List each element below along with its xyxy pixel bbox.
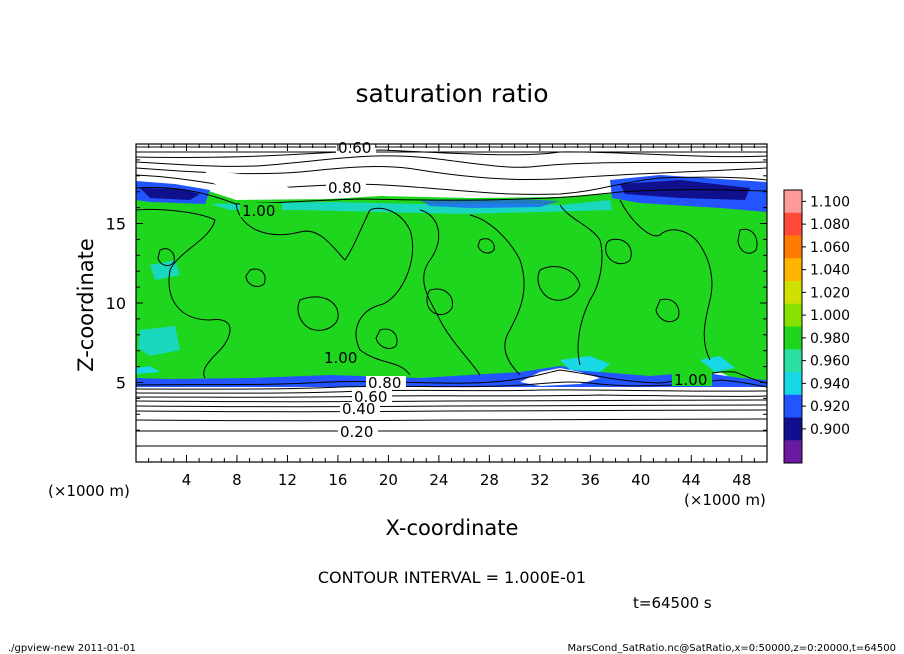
- colorbar-label: 0.940: [810, 376, 850, 392]
- x-axis-label: X-coordinate: [386, 516, 519, 540]
- x-tick-label: 32: [530, 471, 549, 489]
- contour-label: 0.20: [340, 423, 373, 441]
- x-tick-label: 40: [631, 471, 650, 489]
- chart-title: saturation ratio: [355, 79, 548, 108]
- contour-labels: 0.60 0.80 1.00 1.00 1.00 0.80 0.60 0.40 …: [240, 139, 712, 441]
- y-axis-label: Z-coordinate: [74, 238, 98, 372]
- lower-dry-region: [136, 387, 767, 462]
- x-tick-label: 20: [379, 471, 398, 489]
- time-label: t=64500 s: [633, 594, 712, 612]
- colorbar-label: 1.080: [810, 217, 850, 233]
- x-unit-left: (×1000 m): [48, 482, 130, 500]
- contour-label: 1.00: [242, 202, 275, 220]
- colorbar-swatch: [784, 349, 802, 373]
- colorbar-label: 0.960: [810, 354, 850, 370]
- colorbar-swatch: [784, 258, 802, 282]
- subsaturated-band-top-dark: [140, 188, 200, 200]
- colorbar-swatch: [784, 281, 802, 305]
- lower-contours: [136, 369, 767, 447]
- colorbar-label: 1.000: [810, 308, 850, 324]
- x-tick-label: 44: [682, 471, 701, 489]
- interior-contours: [136, 199, 758, 379]
- colorbar-label: 0.920: [810, 399, 850, 415]
- contour-label: 0.80: [328, 179, 361, 197]
- x-tick-label: 36: [581, 471, 600, 489]
- plot-field: [136, 146, 767, 462]
- y-tick-label: 15: [106, 215, 126, 234]
- colorbar-label: 0.980: [810, 331, 850, 347]
- colorbar-swatch: [784, 417, 802, 441]
- contour-label: 0.40: [342, 400, 375, 418]
- colorbar-swatch: [784, 235, 802, 259]
- colorbar-frame: [783, 189, 803, 464]
- x-tick-label: 8: [232, 471, 242, 489]
- colorbar-swatch: [784, 440, 802, 464]
- colorbar-label: 1.020: [810, 285, 850, 301]
- x-tick-label: 16: [328, 471, 347, 489]
- lower-bump-white: [520, 368, 600, 386]
- x-unit-right: (×1000 m): [684, 491, 766, 509]
- contour-label: 0.60: [354, 388, 387, 406]
- y-axis: 5 10 15: [106, 159, 767, 447]
- contour-label: 0.80: [368, 374, 401, 392]
- contour-label: 1.00: [324, 349, 357, 367]
- x-tick-label: 12: [278, 471, 297, 489]
- saturated-region: [136, 188, 767, 385]
- colorbar-swatch: [784, 303, 802, 327]
- colorbar-label: 0.900: [810, 422, 850, 438]
- cyan-fringe-bottom: [136, 356, 735, 374]
- colorbar-swatch: [784, 372, 802, 396]
- colorbar-swatch: [784, 212, 802, 236]
- footer-right: MarsCond_SatRatio.nc@SatRatio,x=0:50000,…: [567, 643, 896, 654]
- x-axis: 4 8 12 16 20 24 28 32 36 40 44 48: [148, 144, 755, 489]
- subsaturated-band-bottom: [136, 366, 767, 387]
- x-tick-label: 4: [182, 471, 192, 489]
- y-tick-label: 5: [116, 374, 126, 393]
- contour-label: 1.00: [674, 371, 707, 389]
- y-tick-label: 10: [106, 294, 126, 313]
- contour-label: 0.60: [338, 139, 371, 157]
- footer-left: ./gpview-new 2011-01-01: [8, 643, 136, 654]
- colorbar-label: 1.060: [810, 240, 850, 256]
- colorbar-swatch: [784, 326, 802, 350]
- x-tick-label: 28: [480, 471, 499, 489]
- cyan-patch-left: [138, 260, 180, 356]
- colorbar-swatch: [784, 394, 802, 418]
- blue-fringe-top: [420, 199, 560, 208]
- upper-white-fill: [205, 170, 290, 190]
- colorbar-label: 1.100: [810, 194, 850, 210]
- contour-interval: CONTOUR INTERVAL = 1.000E-01: [318, 568, 586, 587]
- colorbar-label: 1.040: [810, 263, 850, 279]
- colorbar-swatch: [784, 190, 802, 214]
- x-tick-label: 48: [732, 471, 751, 489]
- x-tick-label: 24: [429, 471, 448, 489]
- colorbar: 1.100 1.080 1.060 1.040 1.020 1.000 0.980 0.960…: [783, 189, 850, 464]
- upper-contours: [136, 146, 767, 205]
